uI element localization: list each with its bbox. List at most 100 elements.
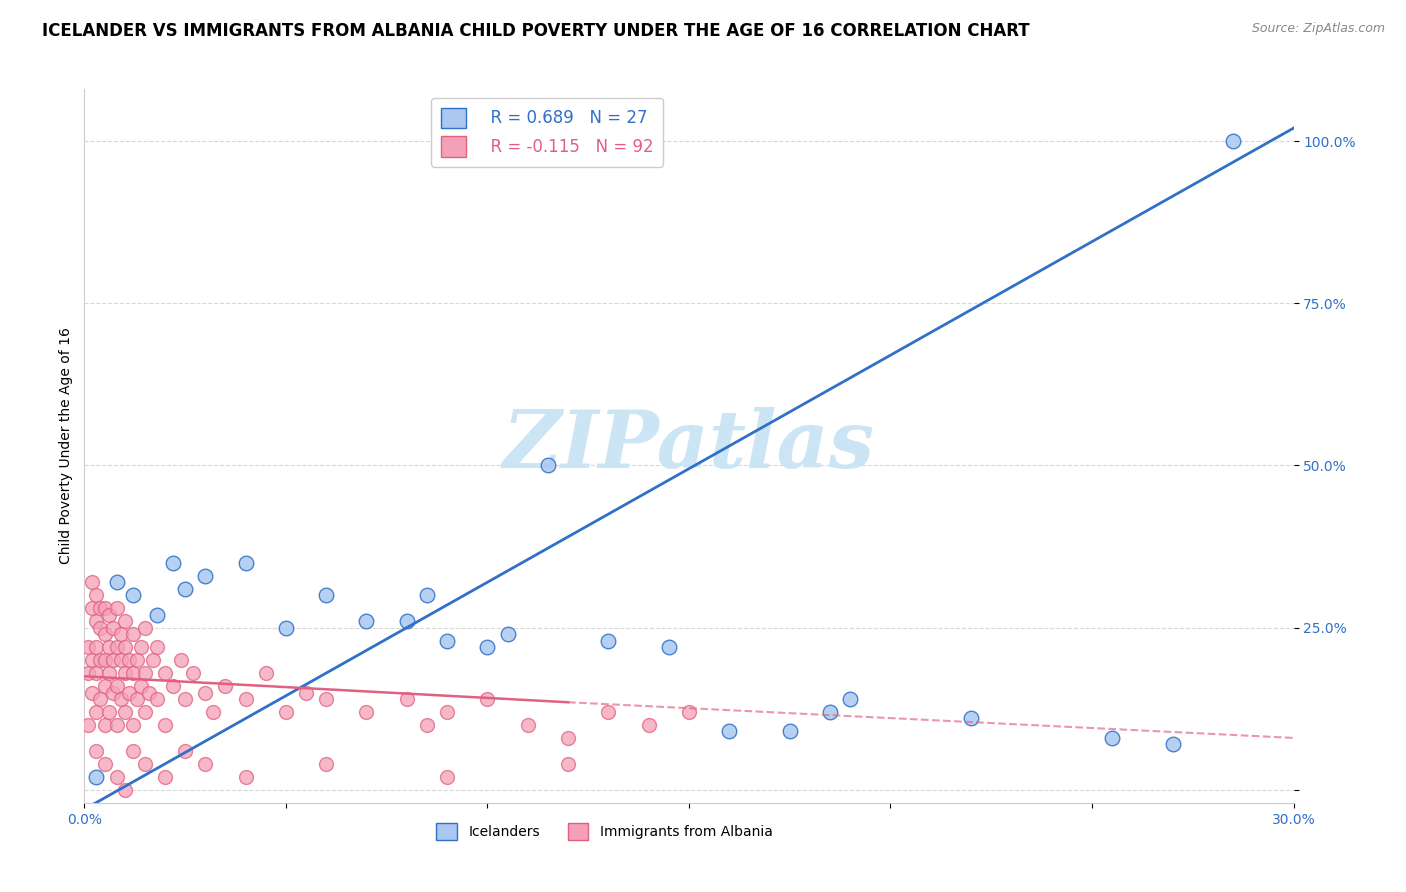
- Point: [477, 692, 499, 706]
- Point: [142, 653, 165, 667]
- Point: [86, 614, 108, 628]
- Point: [174, 582, 197, 596]
- Point: [114, 782, 136, 797]
- Point: [82, 575, 104, 590]
- Point: [214, 679, 236, 693]
- Text: Source: ZipAtlas.com: Source: ZipAtlas.com: [1251, 22, 1385, 36]
- Point: [153, 666, 176, 681]
- Point: [598, 633, 620, 648]
- Point: [194, 756, 217, 771]
- Point: [537, 458, 560, 473]
- Point: [118, 685, 141, 699]
- Point: [93, 718, 115, 732]
- Point: [93, 679, 115, 693]
- Point: [77, 666, 100, 681]
- Point: [105, 718, 128, 732]
- Point: [146, 607, 169, 622]
- Point: [436, 770, 458, 784]
- Point: [356, 614, 378, 628]
- Point: [315, 692, 337, 706]
- Point: [235, 770, 257, 784]
- Point: [101, 621, 124, 635]
- Point: [818, 705, 841, 719]
- Point: [105, 679, 128, 693]
- Point: [77, 640, 100, 654]
- Point: [194, 685, 217, 699]
- Point: [637, 718, 659, 732]
- Point: [121, 588, 143, 602]
- Point: [598, 705, 620, 719]
- Point: [134, 621, 156, 635]
- Point: [1222, 134, 1244, 148]
- Point: [839, 692, 862, 706]
- Point: [82, 601, 104, 615]
- Point: [105, 770, 128, 784]
- Point: [960, 711, 983, 725]
- Point: [718, 724, 741, 739]
- Point: [274, 705, 297, 719]
- Text: ZIPatlas: ZIPatlas: [503, 408, 875, 484]
- Point: [114, 640, 136, 654]
- Point: [86, 640, 108, 654]
- Y-axis label: Child Poverty Under the Age of 16: Child Poverty Under the Age of 16: [59, 327, 73, 565]
- Point: [86, 705, 108, 719]
- Point: [779, 724, 801, 739]
- Point: [395, 614, 418, 628]
- Point: [97, 705, 120, 719]
- Point: [110, 627, 132, 641]
- Point: [93, 627, 115, 641]
- Point: [101, 653, 124, 667]
- Point: [118, 653, 141, 667]
- Point: [162, 679, 184, 693]
- Point: [97, 640, 120, 654]
- Point: [125, 653, 148, 667]
- Point: [477, 640, 499, 654]
- Point: [97, 666, 120, 681]
- Point: [121, 718, 143, 732]
- Point: [110, 692, 132, 706]
- Point: [315, 588, 337, 602]
- Point: [114, 666, 136, 681]
- Point: [557, 731, 579, 745]
- Text: ICELANDER VS IMMIGRANTS FROM ALBANIA CHILD POVERTY UNDER THE AGE OF 16 CORRELATI: ICELANDER VS IMMIGRANTS FROM ALBANIA CHI…: [42, 22, 1029, 40]
- Point: [89, 653, 111, 667]
- Point: [170, 653, 193, 667]
- Point: [557, 756, 579, 771]
- Point: [86, 588, 108, 602]
- Point: [146, 640, 169, 654]
- Point: [658, 640, 681, 654]
- Point: [93, 601, 115, 615]
- Point: [436, 633, 458, 648]
- Point: [153, 770, 176, 784]
- Point: [134, 756, 156, 771]
- Point: [82, 653, 104, 667]
- Point: [89, 601, 111, 615]
- Point: [86, 666, 108, 681]
- Point: [114, 705, 136, 719]
- Point: [125, 692, 148, 706]
- Point: [121, 744, 143, 758]
- Point: [416, 588, 439, 602]
- Point: [105, 601, 128, 615]
- Point: [86, 744, 108, 758]
- Point: [315, 756, 337, 771]
- Point: [235, 556, 257, 570]
- Point: [105, 640, 128, 654]
- Point: [134, 666, 156, 681]
- Point: [121, 627, 143, 641]
- Point: [1161, 738, 1184, 752]
- Point: [121, 666, 143, 681]
- Point: [174, 744, 197, 758]
- Point: [134, 705, 156, 719]
- Point: [274, 621, 297, 635]
- Point: [86, 770, 108, 784]
- Point: [395, 692, 418, 706]
- Point: [138, 685, 160, 699]
- Point: [1101, 731, 1123, 745]
- Point: [496, 627, 519, 641]
- Point: [295, 685, 318, 699]
- Point: [77, 718, 100, 732]
- Point: [202, 705, 225, 719]
- Legend: Icelanders, Immigrants from Albania: Icelanders, Immigrants from Albania: [430, 818, 778, 846]
- Point: [174, 692, 197, 706]
